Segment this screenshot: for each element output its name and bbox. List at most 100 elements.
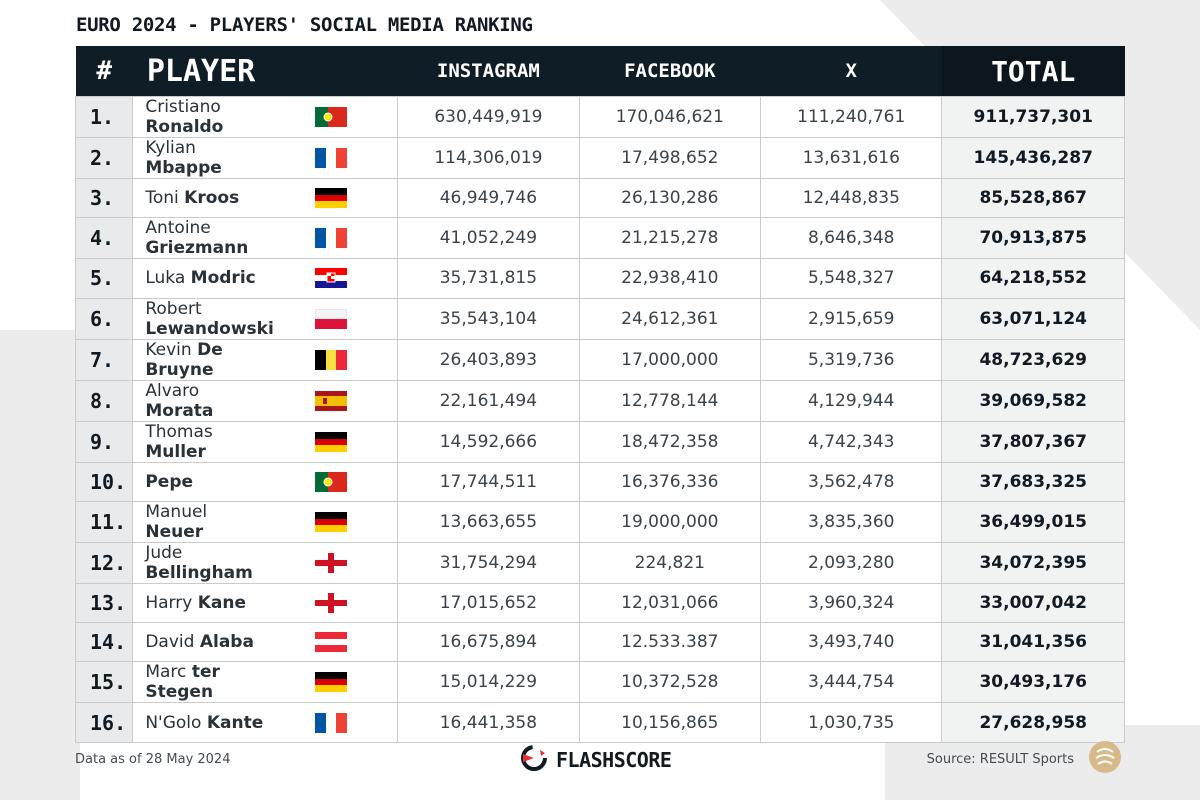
rank-cell: 14. — [74, 622, 134, 663]
header-player: PLAYER — [132, 46, 398, 96]
total-cell: 30,493,176 — [941, 661, 1125, 704]
data-date-note: Data as of 28 May 2024 — [75, 752, 231, 767]
total-cell: 37,807,367 — [941, 420, 1125, 463]
portugal-flag-icon — [315, 107, 348, 127]
instagram-cell: 630,449,919 — [397, 96, 580, 138]
rank-cell: 1. — [74, 96, 134, 138]
germany-flag-icon — [315, 672, 348, 693]
x-cell: 4,742,343 — [760, 420, 943, 463]
player-first-name: Robert — [145, 298, 202, 319]
table-row: 12. Jude Bellingham 31,754,294 224,821 2,093… — [74, 541, 1125, 584]
player-first-name: Alvaro — [145, 380, 200, 401]
x-cell: 3,960,324 — [760, 582, 943, 624]
flag-cell — [265, 96, 399, 138]
player-last-name: Kane — [197, 593, 246, 614]
facebook-cell: 17,498,652 — [578, 137, 762, 179]
table-row: 11. Manuel Neuer 13,663,655 19,000,000 3,835… — [74, 500, 1125, 543]
portugal-flag-icon — [315, 471, 348, 492]
total-cell: 27,628,958 — [941, 702, 1125, 743]
austria-flag-icon — [315, 632, 348, 653]
player-name-cell: Alvaro Morata — [132, 379, 266, 422]
source-note: Source: RESULT Sports — [926, 752, 1074, 767]
flag-cell — [265, 137, 399, 179]
result-sports-logo-icon — [1088, 740, 1122, 778]
total-cell: 36,499,015 — [941, 500, 1125, 543]
flashscore-wordmark: FLASHSCORE — [556, 748, 672, 772]
total-cell: 34,072,395 — [941, 541, 1125, 584]
player-first-name: Toni — [145, 188, 179, 209]
player-last-name: Muller — [145, 441, 206, 462]
instagram-cell: 114,306,019 — [397, 137, 580, 179]
player-last-name: De Bruyne — [145, 339, 223, 380]
facebook-cell: 19,000,000 — [578, 500, 762, 543]
facebook-cell: 12,778,144 — [578, 379, 762, 422]
flag-cell — [265, 622, 399, 663]
table-row: 7. Kevin De Bruyne 26,403,893 17,000,000 5,3… — [74, 338, 1125, 381]
x-cell: 3,835,360 — [760, 500, 943, 543]
instagram-cell: 17,744,511 — [397, 461, 580, 502]
page-title: EURO 2024 - PLAYERS' SOCIAL MEDIA RANKIN… — [76, 14, 533, 36]
rank-cell: 12. — [74, 541, 134, 584]
rank-cell: 10. — [74, 461, 134, 502]
x-cell: 5,319,736 — [760, 338, 943, 381]
germany-flag-icon — [315, 431, 348, 452]
flag-cell — [265, 541, 399, 584]
player-first-name: Antoine — [145, 218, 211, 239]
total-cell: 33,007,042 — [941, 582, 1125, 624]
player-name-cell: Kylian Mbappe — [132, 137, 266, 179]
x-cell: 3,493,740 — [760, 622, 943, 663]
flag-cell — [265, 420, 399, 463]
player-name-cell: David Alaba — [132, 622, 266, 663]
poland-flag-icon — [315, 308, 348, 329]
facebook-cell: 17,000,000 — [578, 338, 762, 381]
flag-cell — [265, 500, 399, 543]
instagram-cell: 22,161,494 — [397, 379, 580, 422]
table-header-row: # PLAYER INSTAGRAM FACEBOOK X TOTAL — [75, 46, 1125, 96]
instagram-cell: 13,663,655 — [397, 500, 580, 543]
flag-cell — [265, 217, 399, 260]
player-first-name: Thomas — [145, 421, 213, 442]
instagram-cell: 16,441,358 — [397, 702, 580, 743]
x-cell: 2,915,659 — [760, 297, 943, 340]
x-cell: 1,030,735 — [760, 702, 943, 743]
instagram-cell: 14,592,666 — [397, 420, 580, 463]
rank-cell: 4. — [74, 217, 134, 260]
rank-cell: 7. — [74, 338, 134, 381]
spain-flag-icon — [315, 390, 348, 411]
player-first-name: Jude — [145, 542, 183, 563]
player-last-name: Griezmann — [145, 238, 249, 259]
france-flag-icon — [315, 712, 348, 733]
player-name-cell: Kevin De Bruyne — [132, 338, 266, 381]
instagram-cell: 31,754,294 — [397, 541, 580, 584]
player-name-cell: Jude Bellingham — [132, 541, 266, 584]
facebook-cell: 10,372,528 — [578, 661, 762, 704]
player-last-name: ter Stegen — [145, 662, 220, 703]
flag-cell — [265, 177, 399, 219]
player-first-name: Luka — [145, 268, 186, 289]
total-cell: 39,069,582 — [941, 379, 1125, 422]
player-name-cell: Manuel Neuer — [132, 500, 266, 543]
player-name-cell: Luka Modric — [132, 258, 266, 299]
total-cell: 48,723,629 — [941, 338, 1125, 381]
rank-cell: 16. — [74, 702, 134, 743]
flashscore-brand: FLASHSCORE — [520, 744, 672, 776]
table-row: 4. Antoine Griezmann 41,052,249 21,215,278 8… — [74, 217, 1125, 260]
player-first-name: N'Golo — [145, 712, 202, 733]
player-name-cell: Thomas Muller — [132, 420, 266, 463]
facebook-cell: 170,046,621 — [578, 96, 762, 138]
player-first-name: Kylian — [145, 138, 196, 158]
header-rank: # — [75, 46, 133, 96]
table-row: 2. Kylian Mbappe 114,306,019 17,498,652 13,6… — [74, 137, 1125, 179]
rank-cell: 3. — [74, 177, 134, 219]
background-shape-left — [0, 330, 80, 800]
player-name-cell: Toni Kroos — [132, 177, 266, 219]
total-cell: 911,737,301 — [941, 96, 1125, 138]
x-cell: 2,093,280 — [760, 541, 943, 584]
table-row: 6. Robert Lewandowski 35,543,104 24,612,361… — [74, 297, 1125, 340]
player-last-name: Ronaldo — [145, 117, 224, 137]
player-last-name: Morata — [145, 400, 214, 421]
facebook-cell: 18,472,358 — [578, 420, 762, 463]
france-flag-icon — [315, 228, 348, 249]
flag-cell — [265, 582, 399, 624]
rank-cell: 8. — [74, 379, 134, 422]
